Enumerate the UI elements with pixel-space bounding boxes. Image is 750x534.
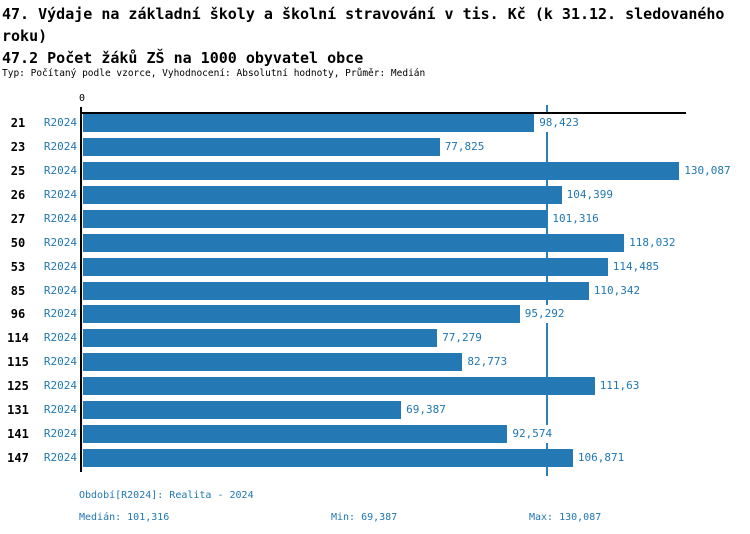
bar — [83, 353, 463, 372]
row-label: 96 — [10, 307, 26, 322]
row-label: 53 — [10, 259, 26, 274]
series-label: R2024 — [43, 403, 77, 417]
row-label: 147 — [7, 451, 29, 465]
chart-title: 47. Výdaje na základní školy a školní st… — [2, 5, 725, 45]
bar — [83, 257, 608, 276]
row-label: 141 — [7, 427, 29, 442]
bar — [83, 137, 440, 156]
series-label: R2024 — [43, 427, 77, 441]
row-label: 125 — [7, 379, 29, 394]
row-label: 114 — [7, 331, 29, 346]
x-axis-line — [81, 112, 686, 114]
bar — [83, 305, 520, 324]
row-label: 115 — [7, 355, 29, 370]
value-label: 77,825 — [443, 137, 486, 156]
row-label: 21 — [10, 116, 26, 130]
series-label: R2024 — [43, 163, 77, 177]
series-label: R2024 — [43, 116, 77, 129]
row-label: 26 — [10, 187, 26, 202]
footer-min: Min: 69,387 — [331, 512, 398, 523]
chart-type-info: Typ: Počítaný podle vzorce, Vyhodnocení:… — [2, 68, 426, 79]
value-label: 118,032 — [628, 233, 677, 252]
value-label: 104,399 — [565, 185, 614, 204]
value-label: 95,292 — [523, 305, 566, 324]
value-label: 106,871 — [576, 449, 626, 467]
value-label: 101,316 — [551, 209, 600, 228]
bar — [83, 185, 562, 204]
value-label: 77,279 — [441, 329, 483, 348]
bar — [83, 377, 595, 396]
series-label: R2024 — [43, 355, 77, 369]
bar — [83, 425, 508, 444]
row-label: 85 — [10, 283, 26, 298]
bar — [83, 233, 625, 252]
series-label: R2024 — [43, 283, 77, 297]
series-label: R2024 — [43, 307, 77, 321]
value-label: 130,087 — [683, 161, 732, 180]
series-label: R2024 — [43, 379, 77, 393]
x-axis-origin-tick-label: 0 — [78, 93, 86, 104]
value-label: 92,574 — [511, 425, 554, 444]
series-label: R2024 — [43, 187, 77, 201]
series-label: R2024 — [43, 259, 77, 273]
bar — [83, 329, 438, 348]
value-label: 98,423 — [538, 114, 580, 132]
bar — [83, 161, 680, 180]
value-label: 110,342 — [592, 281, 642, 300]
row-label: 27 — [10, 211, 26, 226]
bar — [83, 281, 589, 300]
series-label: R2024 — [43, 451, 77, 464]
bar — [83, 401, 402, 420]
value-label: 82,773 — [466, 353, 509, 372]
value-label: 114,485 — [611, 257, 661, 276]
y-axis-line — [80, 107, 82, 472]
bar — [83, 114, 535, 132]
series-label: R2024 — [43, 139, 77, 153]
footer-max: Max: 130,087 — [529, 512, 602, 523]
bar — [83, 449, 573, 467]
row-label: 131 — [7, 403, 29, 418]
value-label: 69,387 — [405, 401, 447, 420]
series-label: R2024 — [43, 211, 77, 225]
series-label: R2024 — [43, 331, 77, 345]
chart-subtitle: 47.2 Počet žáků ZŠ na 1000 obyvatel obce — [2, 49, 364, 67]
row-label: 50 — [10, 235, 26, 250]
footer-median: Medián: 101,316 — [79, 512, 170, 523]
footer-period: Období[R2024]: Realita - 2024 — [79, 490, 254, 501]
value-label: 111,63 — [598, 377, 641, 396]
row-label: 23 — [10, 139, 26, 154]
row-label: 25 — [10, 163, 26, 178]
bar — [83, 209, 548, 228]
series-label: R2024 — [43, 235, 77, 249]
